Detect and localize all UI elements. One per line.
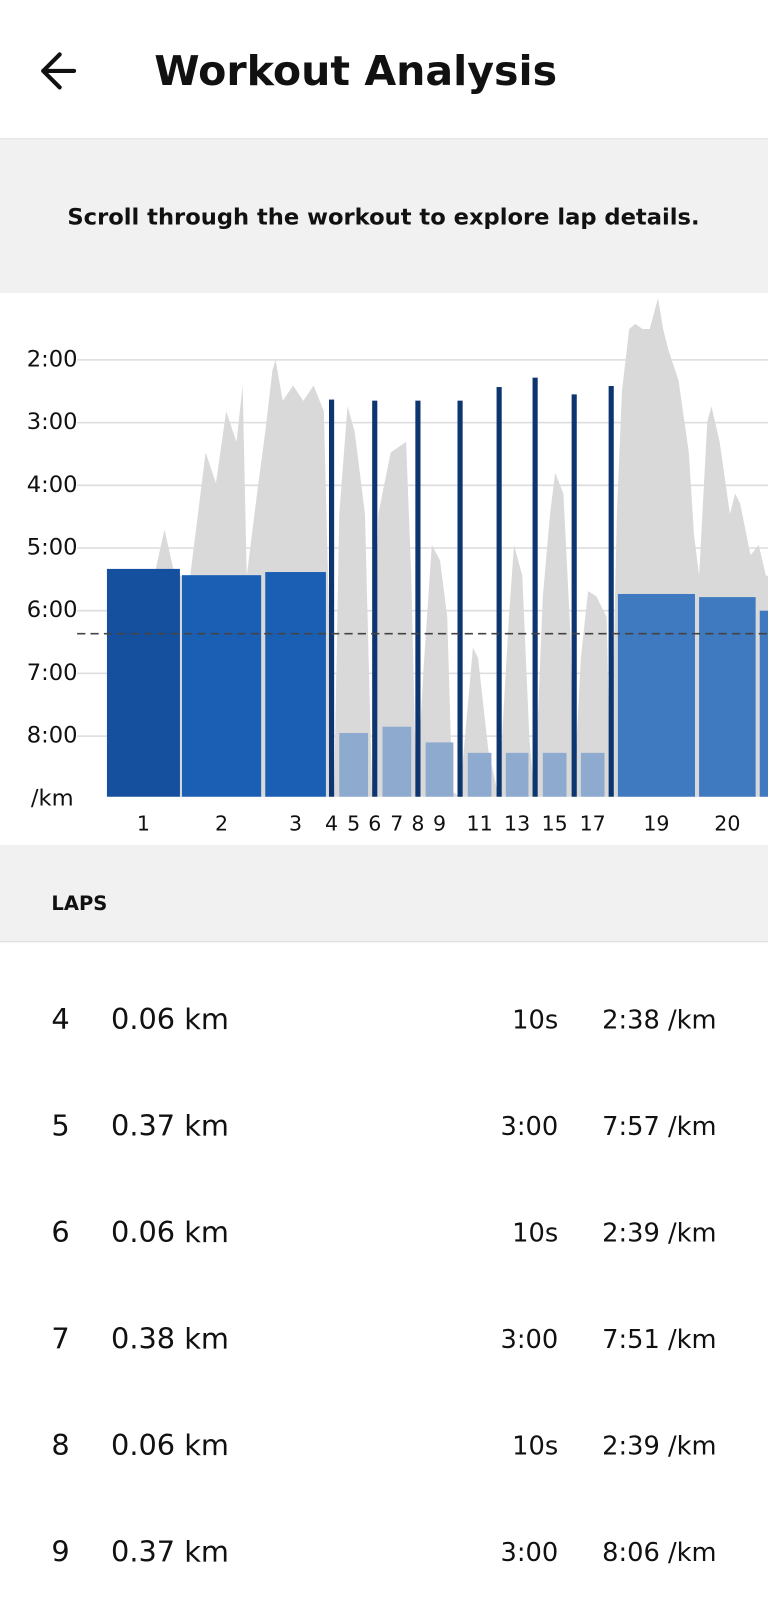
lap-distance: 0.37 km: [111, 1108, 229, 1142]
lap-number: 8: [51, 1428, 69, 1462]
y-tick-label: 2:00: [27, 346, 78, 372]
lap-time: 3:00: [501, 1325, 559, 1355]
x-tick-label: 4: [325, 811, 338, 835]
lap-number: 9: [51, 1534, 69, 1568]
x-tick-label: 5: [347, 811, 360, 835]
lap-time: 3:00: [501, 1538, 559, 1568]
y-tick-label: 8:00: [27, 723, 78, 749]
x-tick-label: 3: [289, 811, 302, 835]
x-tick-label: 8: [411, 811, 424, 835]
lap-number: 5: [51, 1108, 69, 1142]
y-tick-label: 4:00: [27, 472, 78, 498]
lap-pace: 8:06 /km: [602, 1538, 716, 1568]
lap-pace: 7:51 /km: [602, 1325, 716, 1355]
bar: [496, 387, 502, 797]
lap-time: 10s: [512, 1431, 558, 1461]
laps-header: [0, 845, 768, 942]
lap-pace: 2:39 /km: [602, 1218, 716, 1248]
laps-title: LAPS: [51, 892, 107, 915]
lap-number: 6: [51, 1215, 69, 1249]
lap-time: 10s: [512, 1218, 558, 1248]
laps-list: 4 0.06 km 10s 2:38 /km 5 0.37 km 3:00 7:57 /km 6…: [51, 1002, 716, 1569]
bar: [608, 386, 614, 797]
lap-row[interactable]: 8 0.06 km 10s 2:39 /km: [51, 1428, 716, 1462]
lap-pace: 2:38 /km: [602, 1005, 716, 1035]
bar: [542, 752, 567, 797]
x-tick-label: 11: [467, 811, 493, 835]
lap-distance: 0.06 km: [111, 1002, 229, 1036]
lap-row[interactable]: 7 0.38 km 3:00 7:51 /km: [51, 1321, 716, 1355]
x-tick-label: 15: [542, 811, 568, 835]
chart: 2:00 3:00 4:00 5:00 6:00 7:00 8:00/km 1 2 3 4 5 6 7 8 9…: [27, 298, 768, 835]
bar: [382, 726, 412, 797]
bar: [181, 575, 262, 797]
bar: [532, 377, 538, 797]
lap-number: 7: [51, 1321, 69, 1355]
bar: [699, 597, 756, 797]
y-tick-label: 6:00: [27, 597, 78, 623]
x-tick-label: 2: [215, 811, 228, 835]
y-tick-label: 5:00: [27, 534, 78, 560]
bar: [759, 610, 768, 797]
bar: [571, 394, 577, 797]
x-tick-label: 6: [368, 811, 381, 835]
lap-row[interactable]: 4 0.06 km 10s 2:38 /km: [51, 1002, 716, 1036]
lap-row[interactable]: 5 0.37 km 3:00 7:57 /km: [51, 1108, 716, 1142]
lap-distance: 0.38 km: [111, 1321, 229, 1355]
bar: [617, 593, 695, 797]
y-unit: /km: [31, 785, 74, 811]
bar: [580, 752, 605, 797]
lap-number: 4: [51, 1002, 69, 1036]
x-tick-label: 13: [504, 811, 530, 835]
lap-time: 3:00: [501, 1112, 559, 1142]
lap-row[interactable]: 6 0.06 km 10s 2:39 /km: [51, 1215, 716, 1249]
bar: [467, 752, 492, 797]
bar: [265, 572, 326, 797]
lap-distance: 0.06 km: [111, 1428, 229, 1462]
lap-pace: 7:57 /km: [602, 1112, 716, 1142]
bar: [328, 399, 335, 797]
banner-text: Scroll through the workout to explore la…: [67, 204, 699, 230]
bar: [505, 752, 529, 797]
bar: [425, 742, 454, 797]
bar: [339, 732, 369, 797]
x-tick-label: 19: [643, 811, 669, 835]
x-tick-label: 17: [580, 811, 606, 835]
y-tick-label: 7:00: [27, 660, 78, 686]
x-tick-label: 9: [433, 811, 446, 835]
bar: [372, 400, 378, 797]
lap-time: 10s: [512, 1005, 558, 1035]
page-title: Workout Analysis: [154, 47, 557, 95]
lap-row[interactable]: 9 0.37 km 3:00 8:06 /km: [51, 1534, 716, 1568]
lap-distance: 0.06 km: [111, 1215, 229, 1249]
bar: [457, 400, 463, 797]
bar: [106, 568, 180, 797]
lap-distance: 0.37 km: [111, 1534, 229, 1568]
x-tick-label: 7: [390, 811, 403, 835]
x-tick-label: 20: [714, 811, 740, 835]
x-tick-label: 1: [137, 811, 150, 835]
y-tick-label: 3:00: [27, 409, 78, 435]
banner: [0, 138, 768, 293]
bar: [415, 400, 421, 797]
back-button[interactable]: [41, 52, 77, 90]
lap-pace: 2:39 /km: [602, 1431, 716, 1461]
